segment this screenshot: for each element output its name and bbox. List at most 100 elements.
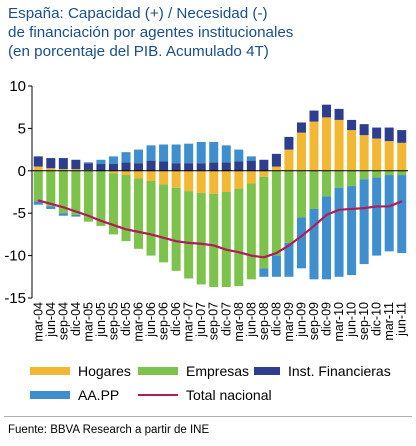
bar-hogares-mar-06: [134, 170, 144, 179]
x-tick-label: jun-04: [44, 302, 58, 338]
bar-hogares-mar-07: [184, 170, 194, 192]
point-total-mar-04: [37, 199, 39, 202]
bar-aapp-jun-07: [196, 141, 206, 164]
bar-inst-sep-10: [359, 124, 369, 136]
bar-empresas-sep-05: [108, 173, 118, 235]
bar-empresas-jun-04: [46, 170, 56, 207]
bar-aapp-mar-05: [83, 162, 93, 164]
bar-hogares-dic-09: [322, 117, 332, 171]
point-total-sep-04: [62, 206, 64, 208]
legend-label-inst: Inst. Financieras: [288, 363, 391, 379]
bar-hogares-sep-09: [309, 121, 319, 171]
bar-inst-mar-06: [134, 163, 144, 171]
bar-aapp-sep-06: [159, 144, 169, 162]
bar-hogares-mar-11: [384, 141, 394, 171]
bar-empresas-dic-04: [71, 170, 81, 215]
point-total-mar-11: [388, 205, 390, 208]
bar-aapp-jun-09: [296, 217, 306, 269]
x-tick-label: jun-05: [94, 302, 108, 338]
bar-aapp-mar-11: [384, 175, 394, 252]
bar-aapp-mar-08: [234, 149, 244, 162]
bar-aapp-sep-04: [58, 213, 68, 216]
bar-aapp-jun-04: [46, 206, 56, 209]
point-total-dic-04: [75, 210, 77, 213]
x-tick-label: dic-09: [320, 302, 334, 336]
point-total-mar-06: [137, 231, 140, 233]
bar-hogares-jun-10: [347, 130, 357, 171]
bar-aapp-mar-06: [134, 149, 144, 164]
bar-hogares-jun-11: [397, 142, 407, 171]
bar-empresas-sep-08: [259, 176, 269, 269]
bar-inst-dic-08: [271, 153, 281, 167]
bar-empresas-mar-05: [83, 170, 93, 222]
point-total-dic-07: [225, 249, 227, 251]
bar-empresas-mar-07: [184, 191, 194, 279]
bar-inst-jun-09: [296, 122, 306, 133]
point-total-jun-07: [200, 243, 202, 245]
bar-empresas-jun-07: [196, 192, 206, 285]
x-tick-label: mar-09: [282, 302, 296, 342]
x-tick-label: dic-04: [69, 302, 83, 336]
bar-inst-jun-07: [196, 163, 206, 171]
bar-aapp-mar-10: [334, 187, 344, 277]
bar-empresas-jun-10: [347, 170, 357, 187]
legend-swatch-aapp: [30, 391, 70, 399]
legend-swatch-empresas: [138, 367, 178, 375]
bar-empresas-jun-05: [96, 170, 106, 226]
bars-layer: [33, 104, 407, 287]
x-tick-label: dic-07: [219, 302, 233, 336]
point-total-dic-09: [325, 214, 328, 216]
x-tick-label: sep-04: [56, 302, 70, 340]
bar-aapp-jun-06: [146, 145, 156, 161]
chart-title: España: Capacidad (+) / Necesidad (-) de…: [8, 4, 413, 61]
bar-hogares-dic-10: [372, 138, 382, 171]
legend-item-empresas: Empresas: [138, 363, 249, 379]
legend-item-hogares: Hogares: [30, 363, 131, 379]
point-total-mar-09: [288, 244, 290, 247]
line-layer: [37, 199, 403, 259]
bar-hogares-mar-09: [284, 149, 294, 171]
bar-aapp-sep-05: [108, 156, 118, 165]
bar-inst-mar-09: [284, 136, 294, 150]
x-tick-label: mar-10: [332, 302, 346, 342]
x-tick-label: mar-11: [382, 302, 396, 341]
point-total-mar-08: [238, 251, 240, 253]
bar-hogares-jun-04: [46, 168, 56, 171]
legend-item-total: Total nacional: [138, 387, 272, 403]
x-tick-label: mar-06: [132, 302, 146, 342]
bar-empresas-mar-06: [134, 178, 144, 249]
x-tick-label: jun-07: [194, 302, 208, 338]
bar-empresas-sep-04: [58, 170, 68, 214]
point-total-mar-07: [188, 242, 190, 244]
point-total-jun-06: [150, 233, 152, 235]
bar-empresas-jun-11: [397, 170, 407, 176]
bar-aapp-dic-05: [121, 152, 131, 163]
bar-inst-dic-05: [121, 162, 131, 171]
bar-aapp-mar-04: [33, 201, 43, 205]
point-total-jun-10: [351, 208, 353, 210]
point-total-sep-09: [313, 225, 315, 227]
bar-hogares-sep-10: [359, 135, 369, 171]
bar-empresas-jun-08: [246, 183, 256, 280]
bar-hogares-mar-08: [234, 170, 244, 189]
bar-inst-jun-05: [96, 164, 106, 171]
bar-aapp-dic-07: [221, 145, 231, 163]
bar-inst-jun-08: [246, 160, 256, 171]
bar-aapp-sep-10: [359, 179, 369, 265]
bar-inst-mar-07: [184, 163, 194, 171]
bar-inst-mar-04: [33, 156, 43, 167]
bar-hogares-dic-05: [121, 170, 131, 176]
point-total-sep-06: [163, 237, 165, 239]
bar-empresas-dic-08: [271, 170, 281, 256]
bar-hogares-sep-07: [209, 170, 219, 194]
bar-hogares-sep-04: [58, 169, 68, 171]
point-total-jun-11: [401, 200, 403, 202]
bar-inst-jun-04: [46, 158, 56, 169]
bar-hogares-dic-08: [271, 166, 281, 171]
bar-empresas-sep-10: [359, 170, 369, 180]
bar-aapp-mar-09: [284, 242, 294, 277]
legend-swatch-inst: [254, 367, 280, 375]
bar-aapp-sep-07: [209, 141, 219, 163]
bar-aapp-dic-06: [171, 144, 181, 164]
x-tick-label: jun-06: [144, 302, 158, 338]
